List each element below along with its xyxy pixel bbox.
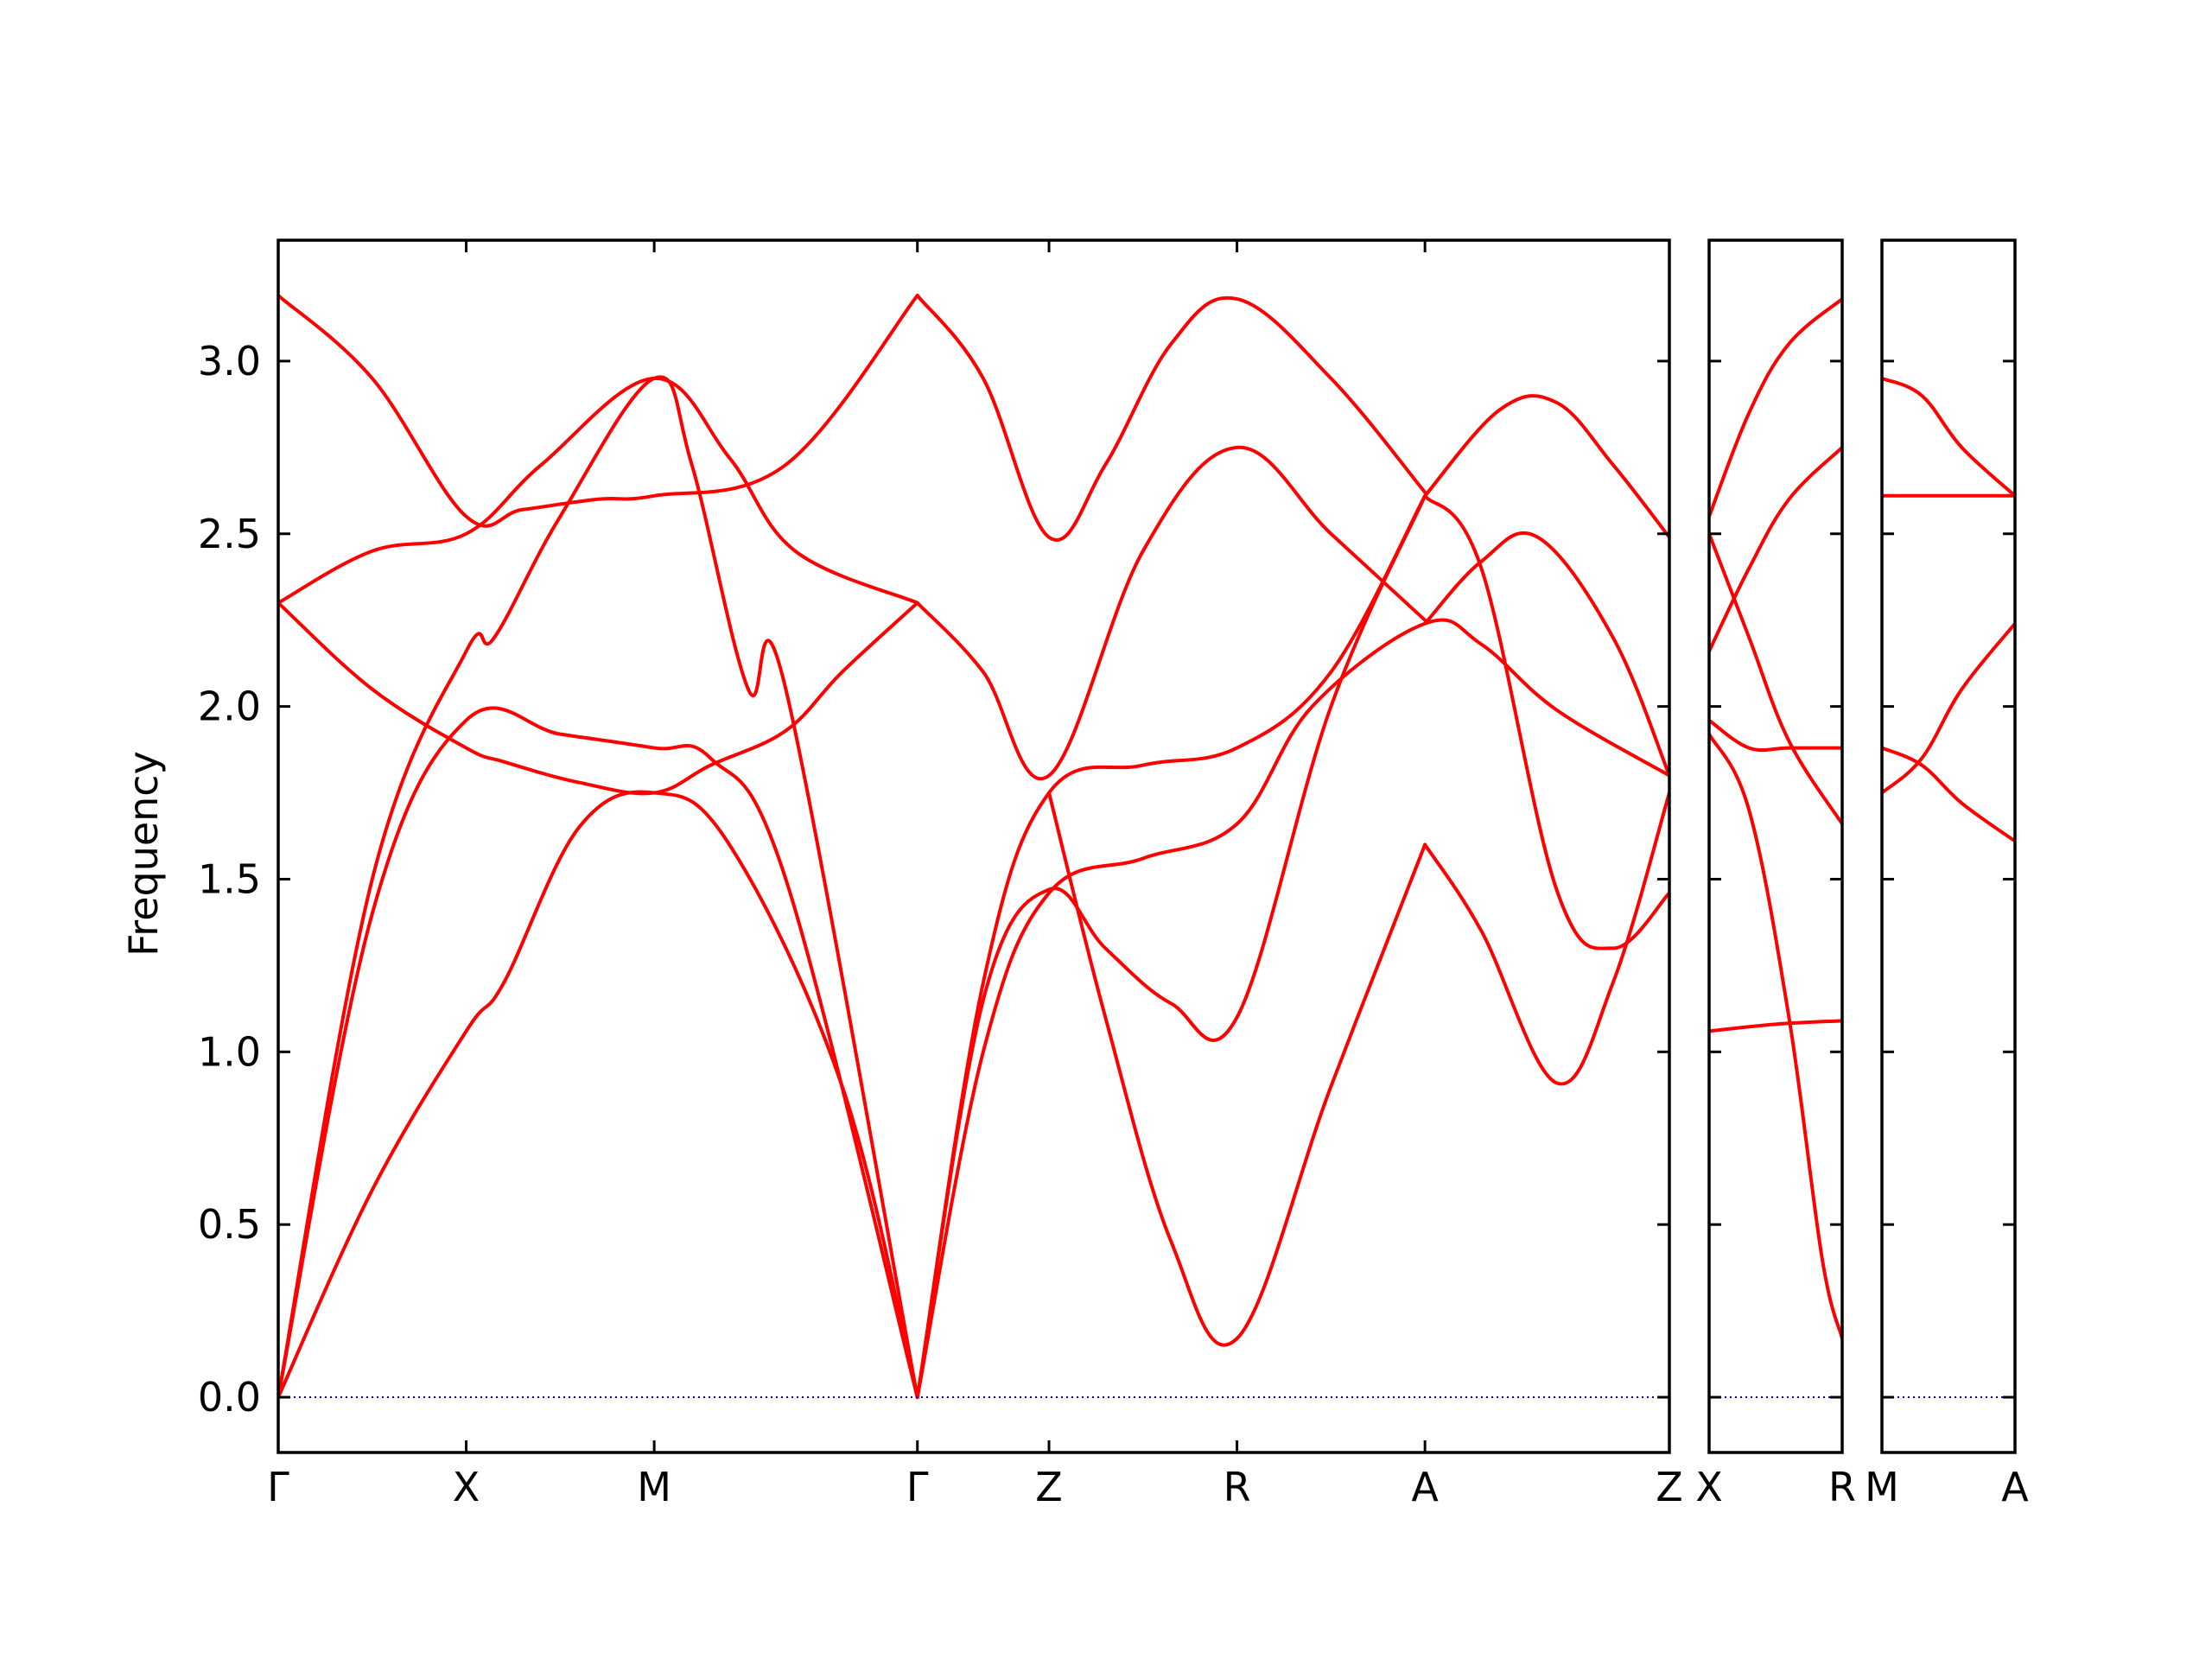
x-tick-label: M — [637, 1464, 671, 1510]
phonon-band — [278, 293, 919, 528]
y-axis-label: Frequency — [120, 751, 167, 957]
y-tick-label: 0.0 — [198, 1374, 261, 1421]
x-tick-label: Z — [1035, 1464, 1063, 1510]
phonon-band — [915, 618, 1669, 1400]
phonon-band — [1423, 493, 1669, 950]
phonon-band — [915, 493, 1427, 1400]
phonon-band — [1709, 718, 1842, 753]
phonon-band — [1423, 394, 1669, 539]
phonon-band — [1709, 1019, 1842, 1033]
x-tick-label: X — [1695, 1464, 1723, 1510]
x-tick-label: X — [453, 1464, 480, 1510]
x-tick-label: Z — [1656, 1464, 1683, 1510]
band-lines — [1709, 296, 1842, 1399]
y-tick-label: 2.0 — [198, 683, 261, 730]
phonon-band — [278, 376, 919, 605]
band-lines — [278, 293, 1669, 1400]
x-tick-label: A — [2001, 1464, 2029, 1510]
y-axis-ticks: 0.0 0.5 1.0 1.5 2.0 2.5 3.0 — [198, 338, 261, 1421]
panel-frame — [276, 238, 1671, 1454]
panel-frame — [1880, 238, 2017, 1454]
phonon-band — [1709, 445, 1842, 653]
y-tick-label: 0.5 — [198, 1201, 261, 1248]
y-tick-label: 1.0 — [198, 1028, 261, 1075]
phonon-band — [915, 445, 1427, 780]
phonon-band — [278, 375, 919, 1400]
y-tick-label: 3.0 — [198, 338, 261, 385]
band-lines — [1882, 376, 2015, 1399]
y-tick-label: 1.5 — [198, 855, 261, 902]
y-tick-label: 2.5 — [198, 511, 261, 557]
phonon-band — [278, 790, 919, 1400]
phonon-band — [1709, 732, 1842, 1341]
phonon-band — [1882, 746, 2015, 843]
phonon-band — [1423, 791, 1669, 1086]
x-tick-label: R — [1828, 1464, 1856, 1510]
x-tick-label: R — [1224, 1464, 1251, 1510]
phonon-band — [1423, 531, 1669, 778]
phonon-band — [915, 493, 1427, 1400]
x-tick-label: Γ — [267, 1464, 289, 1510]
phonon-band — [1882, 621, 2015, 795]
phonon-band — [1709, 531, 1842, 826]
phonon-band — [1709, 296, 1842, 518]
phonon-band — [1047, 791, 1427, 1347]
phonon-band — [278, 601, 919, 796]
x-tick-label: M — [1865, 1464, 1899, 1510]
panel-frame — [1707, 238, 1844, 1454]
phonon-band — [278, 706, 919, 1400]
x-tick-label: A — [1411, 1464, 1439, 1510]
phonon-band — [1882, 376, 2015, 498]
phonon-band — [915, 293, 1427, 542]
x-tick-label: Γ — [906, 1464, 929, 1510]
